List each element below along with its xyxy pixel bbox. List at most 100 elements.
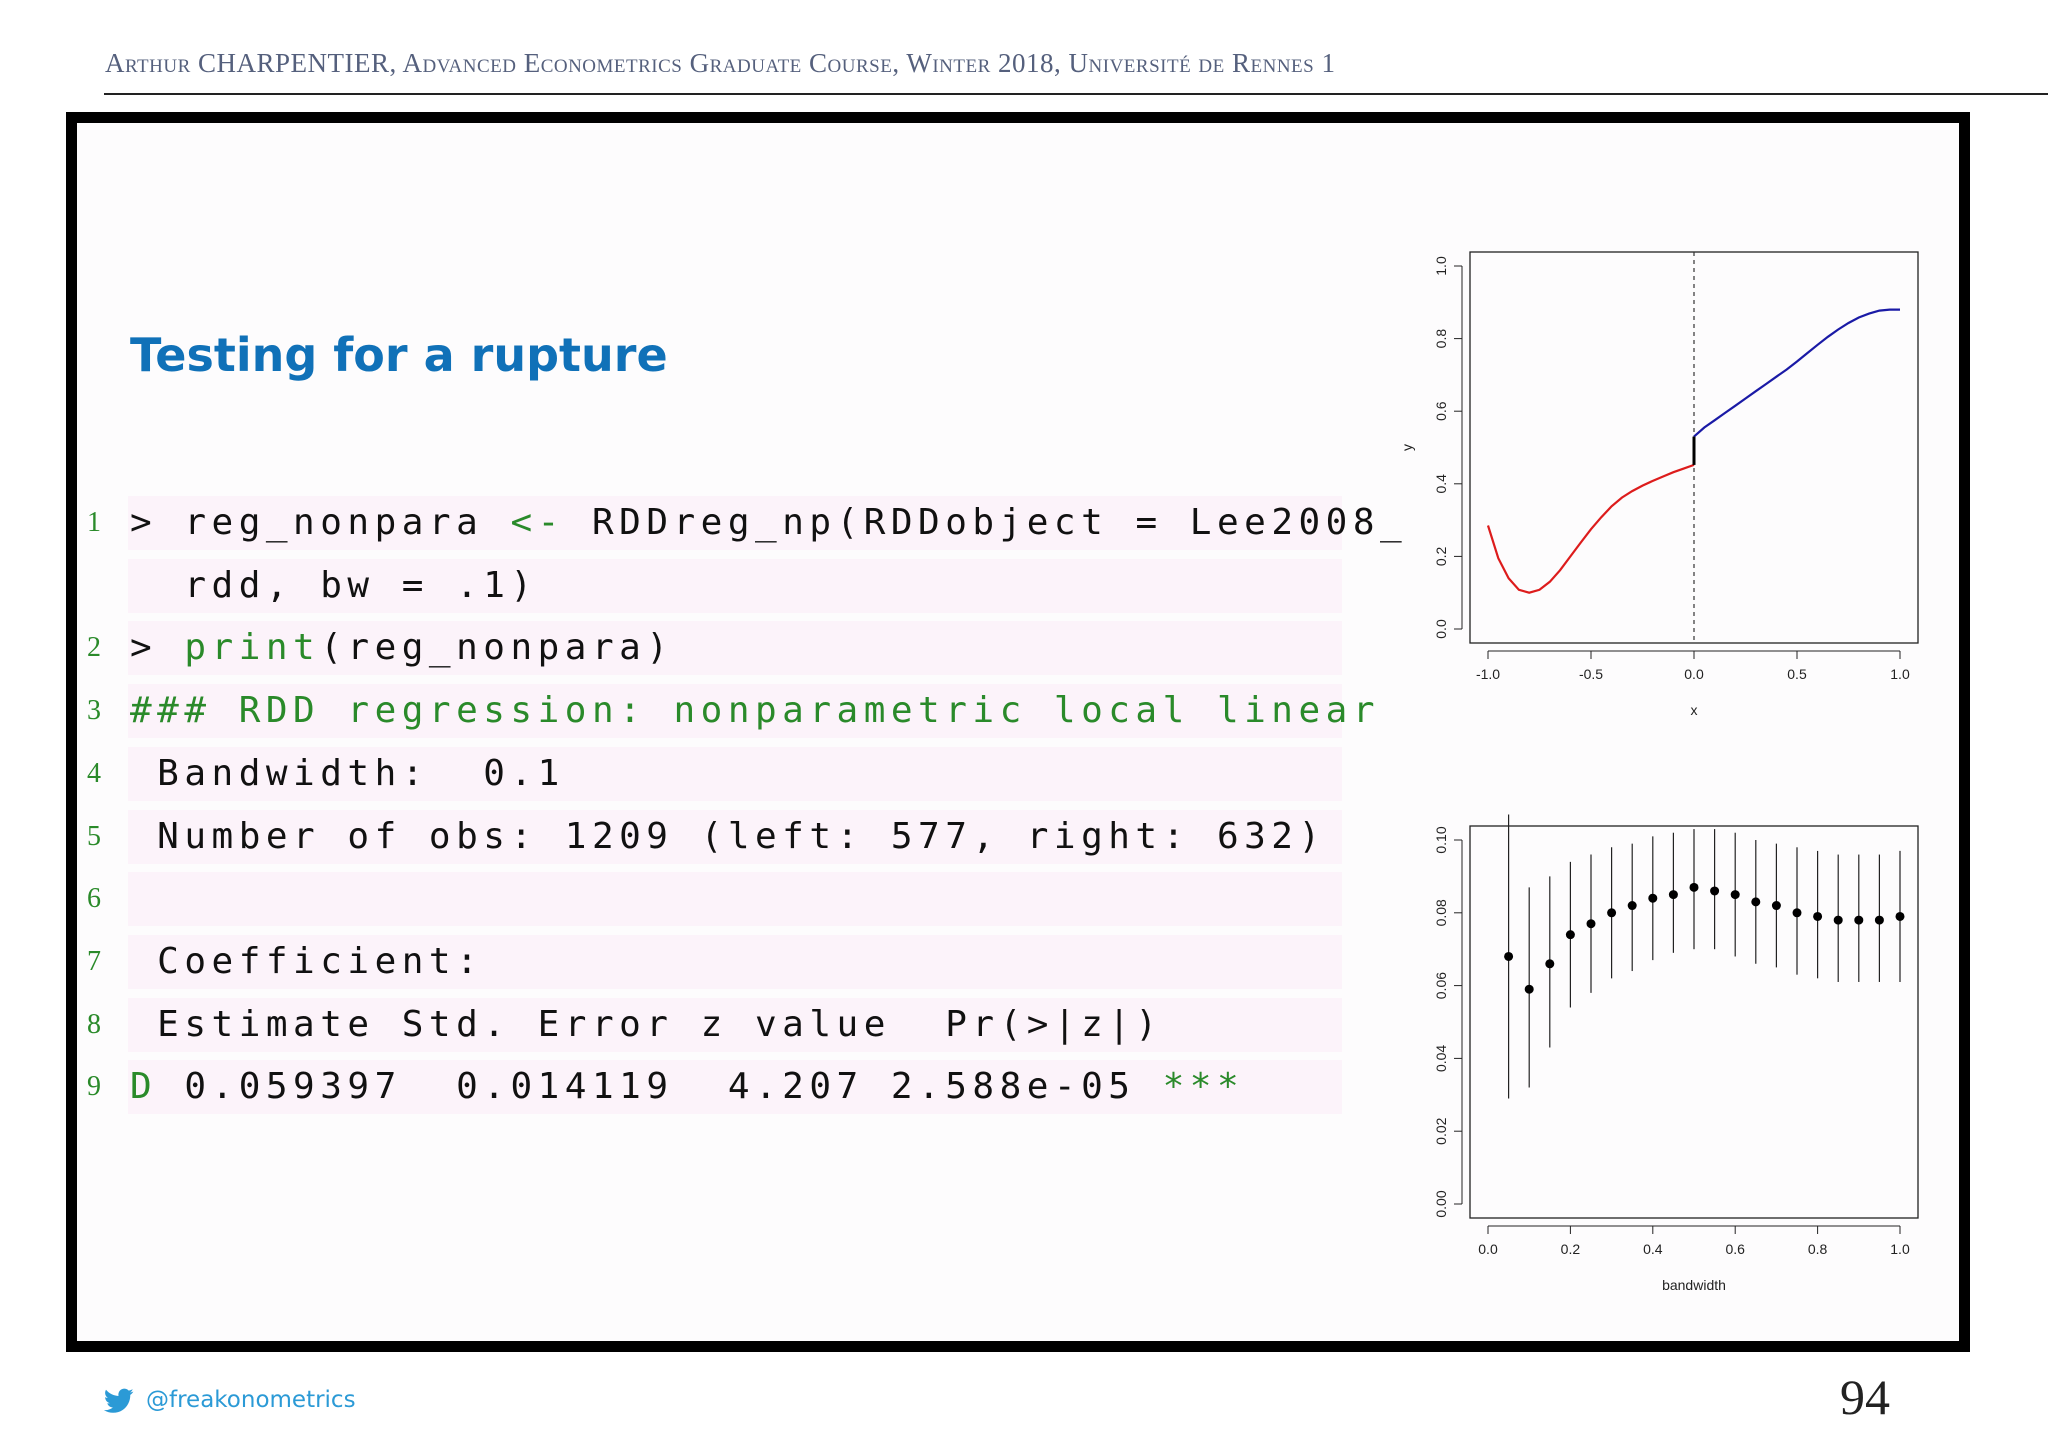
code-text: rdd, bw = .1)	[130, 559, 538, 613]
estimate-point	[1751, 897, 1761, 907]
code-token: 0.059397 0.014119 4.207 2.588e-05	[157, 1066, 1163, 1107]
line-number: 8	[87, 1009, 101, 1040]
code-token: > reg_nonpara	[130, 502, 511, 543]
left-regression-curve	[1486, 463, 1695, 594]
page-number: 94	[1840, 1369, 1890, 1425]
y-tick-label: 0.08	[1433, 899, 1449, 926]
code-line: 1 > reg_nonpara <- RDDreg_np(RDDobject = …	[0, 496, 1402, 550]
code-line-background	[128, 621, 1342, 675]
code-line: 7 Coefficient:	[0, 935, 1360, 989]
estimate-point	[1710, 886, 1720, 896]
line-number: 9	[87, 1071, 101, 1102]
line-number: 6	[87, 883, 101, 914]
estimate-point	[1648, 893, 1658, 903]
code-comment: ### RDD regression: nonparametric local …	[130, 690, 1380, 731]
x-tick-label: 0.5	[1787, 666, 1807, 682]
twitter-icon	[104, 1388, 134, 1413]
code-text: ### RDD regression: nonparametric local …	[130, 684, 1380, 738]
y-tick-label: 0.6	[1433, 401, 1449, 421]
code-line: 6	[0, 872, 1360, 926]
y-tick-label: 0.10	[1433, 826, 1449, 853]
code-keyword: <-	[510, 502, 565, 543]
code-text: > print(reg_nonpara)	[130, 621, 674, 675]
code-token: RDDreg_np(RDDobject = Lee2008_	[564, 502, 1408, 543]
code-token: (reg_nonpara)	[320, 627, 674, 668]
code-token: >	[130, 627, 185, 668]
x-tick-label: 1.0	[1890, 1241, 1910, 1257]
line-number: 2	[87, 632, 101, 663]
twitter-handle[interactable]: @freakonometrics	[146, 1387, 356, 1413]
line-number: 5	[87, 821, 101, 852]
estimate-point	[1771, 901, 1781, 911]
code-keyword: ***	[1162, 1066, 1245, 1107]
code-line: 3 ### RDD regression: nonparametric local…	[0, 684, 1375, 738]
code-keyword: print	[184, 627, 321, 668]
x-tick-label: 0.2	[1561, 1241, 1581, 1257]
header-divider	[104, 93, 2048, 95]
x-tick-label: 0.0	[1478, 1241, 1498, 1257]
code-line-background	[128, 998, 1342, 1052]
code-line-background	[128, 872, 1342, 926]
course-header: Arthur CHARPENTIER, Advanced Econometric…	[105, 48, 1336, 78]
x-tick-label: -0.5	[1579, 666, 1603, 682]
code-line-background	[128, 935, 1342, 989]
line-number: 1	[87, 507, 101, 538]
code-block: 1 > reg_nonpara <- RDDreg_np(RDDobject = …	[0, 496, 1402, 1114]
code-token: Estimate Std. Error z value Pr(>|z|)	[130, 1004, 1163, 1045]
line-number: 7	[87, 946, 101, 977]
y-tick-label: 0.0	[1433, 619, 1449, 639]
code-text: Estimate Std. Error z value Pr(>|z|)	[130, 998, 1163, 1052]
code-token: Number of obs: 1209 (left: 577, right: 6…	[130, 816, 1326, 857]
y-tick-label: 0.04	[1433, 1045, 1449, 1072]
x-tick-label: 1.0	[1890, 666, 1910, 682]
estimate-point	[1504, 951, 1514, 961]
x-tick-label: 0.4	[1643, 1241, 1663, 1257]
code-line-background	[128, 559, 1342, 613]
code-token: Bandwidth: 0.1	[130, 753, 565, 794]
code-line: 5 Number of obs: 1209 (left: 577, right:…	[0, 810, 1360, 864]
x-tick-label: 0.0	[1684, 666, 1704, 682]
code-line: 9 D 0.059397 0.014119 4.207 2.588e-05 ***	[0, 1060, 1360, 1114]
estimate-point	[1545, 959, 1555, 969]
code-line-background	[128, 684, 1342, 738]
code-text: Bandwidth: 0.1	[130, 747, 565, 801]
plot-frame	[1469, 825, 1919, 1219]
y-tick-label: 0.06	[1433, 972, 1449, 999]
line-number: 3	[87, 695, 101, 726]
bandwidth-estimate-chart: 0.0 0.2 0.4 0.6 0.8 1.0 0.00 0.02 0.04 0.06 0.08 0.…	[1433, 814, 1919, 1293]
code-line-background	[128, 810, 1342, 864]
code-line: 8 Estimate Std. Error z value Pr(>|z|)	[0, 998, 1360, 1052]
estimate-point	[1668, 890, 1678, 900]
line-number: 4	[87, 758, 101, 789]
x-axis-label: x	[1691, 702, 1698, 718]
estimate-point	[1854, 915, 1864, 925]
y-tick-label: 1.0	[1433, 256, 1449, 276]
code-line: 2 > print(reg_nonpara)	[0, 621, 1360, 675]
code-line-background	[128, 496, 1342, 550]
estimate-point	[1607, 908, 1617, 918]
code-line: rdd, bw = .1)	[0, 559, 1360, 613]
x-tick-label: 0.6	[1725, 1241, 1745, 1257]
slide-title: Testing for a rupture	[130, 328, 668, 382]
estimate-point	[1586, 919, 1596, 929]
code-token: rdd, bw = .1)	[130, 565, 538, 606]
estimate-point	[1792, 908, 1802, 918]
code-text: D 0.059397 0.014119 4.207 2.588e-05 ***	[130, 1060, 1244, 1114]
estimate-point	[1813, 911, 1823, 921]
estimate-point	[1627, 901, 1637, 911]
code-line: 4 Bandwidth: 0.1	[0, 747, 1360, 801]
estimate-point	[1895, 911, 1905, 921]
estimate-point	[1689, 882, 1699, 892]
rdd-regression-chart: -1.0 -0.5 0.0 0.5 1.0 0.0 0.2 0.4 0.6 0.8 1.0 x y	[1400, 251, 1919, 718]
code-line-background	[128, 1060, 1342, 1114]
x-axis-label: bandwidth	[1662, 1277, 1726, 1293]
y-tick-label: 0.4	[1433, 474, 1449, 494]
x-tick-label: 0.8	[1808, 1241, 1828, 1257]
code-line-background	[128, 747, 1342, 801]
y-tick-label: 0.8	[1433, 329, 1449, 349]
x-tick-label: -1.0	[1476, 666, 1500, 682]
estimate-point	[1524, 984, 1534, 994]
estimate-point	[1565, 930, 1575, 940]
y-tick-label: 0.00	[1433, 1190, 1449, 1217]
estimate-point	[1730, 890, 1740, 900]
